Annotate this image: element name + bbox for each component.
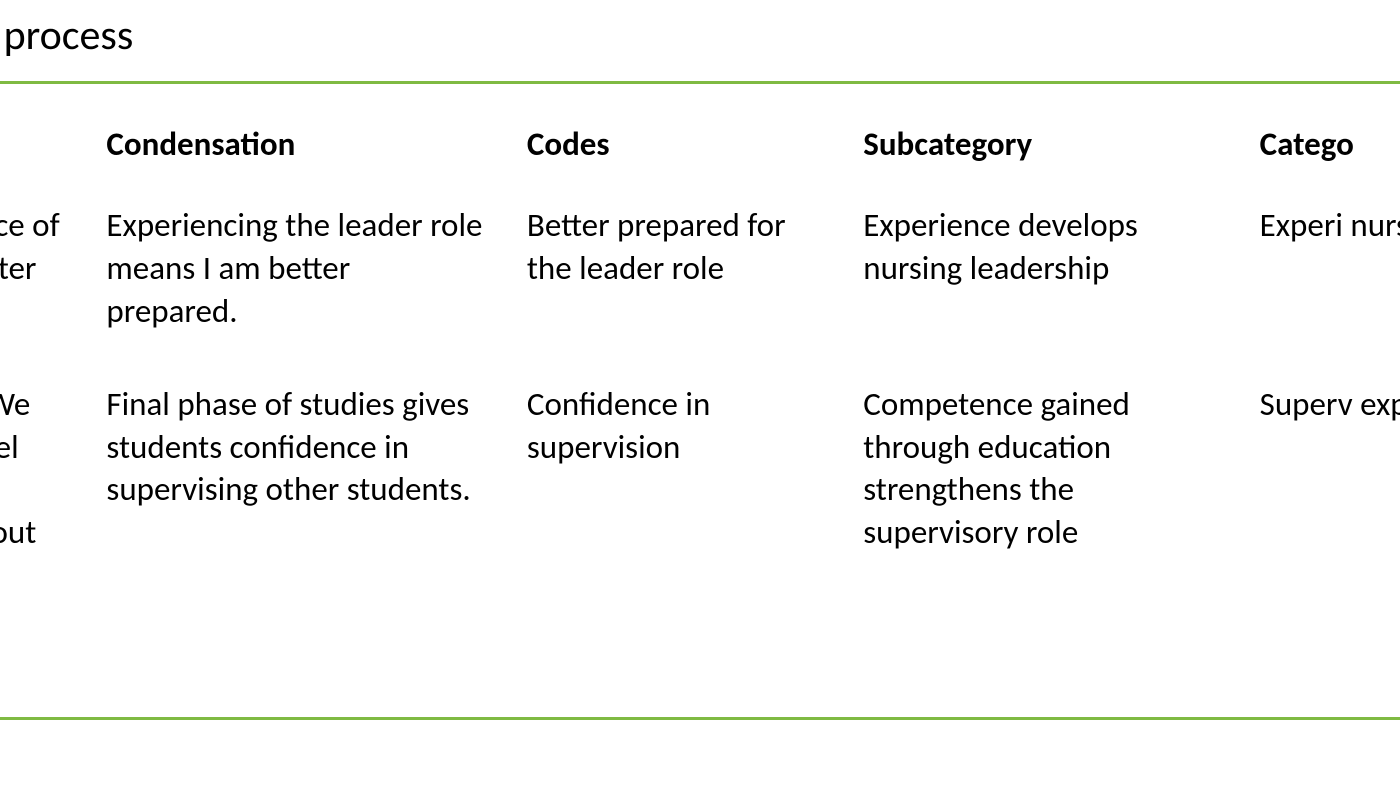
cell-meaning: tudents to be a very We are in the final… (0, 373, 86, 637)
col-header-condensation: Condensation (86, 114, 506, 194)
cell-subcategory: Competence gained through education stre… (843, 373, 1239, 637)
cell-meaning: t that as a student ence of the leader q… (0, 194, 86, 373)
cell-category: Experi nursin ship (1240, 194, 1400, 373)
col-header-subcategory: Subcategory (843, 114, 1239, 194)
col-header-codes: Codes (507, 114, 843, 194)
cell-category: Superv experi (1240, 373, 1400, 637)
top-rule (0, 81, 1400, 84)
page-title: le of the analysis process (0, 10, 1400, 61)
cell-condensation: Experiencing the leader role means I am … (86, 194, 506, 373)
table-row: tudents to be a very We are in the final… (0, 373, 1400, 637)
analysis-table: Condensation Codes Subcategory Catego t … (0, 114, 1400, 637)
table-header-row: Condensation Codes Subcategory Catego (0, 114, 1400, 194)
col-header-category: Catego (1240, 114, 1400, 194)
cell-subcategory: Experience de­velops nursing leadership (843, 194, 1239, 373)
col-header-meaning (0, 114, 86, 194)
cell-codes: Confidence in supervision (507, 373, 843, 637)
bottom-rule (0, 717, 1400, 720)
cell-condensation: Final phase of studies gives stu­dents c… (86, 373, 506, 637)
cell-codes: Better prepared for the leader role (507, 194, 843, 373)
table-row: t that as a student ence of the leader q… (0, 194, 1400, 373)
